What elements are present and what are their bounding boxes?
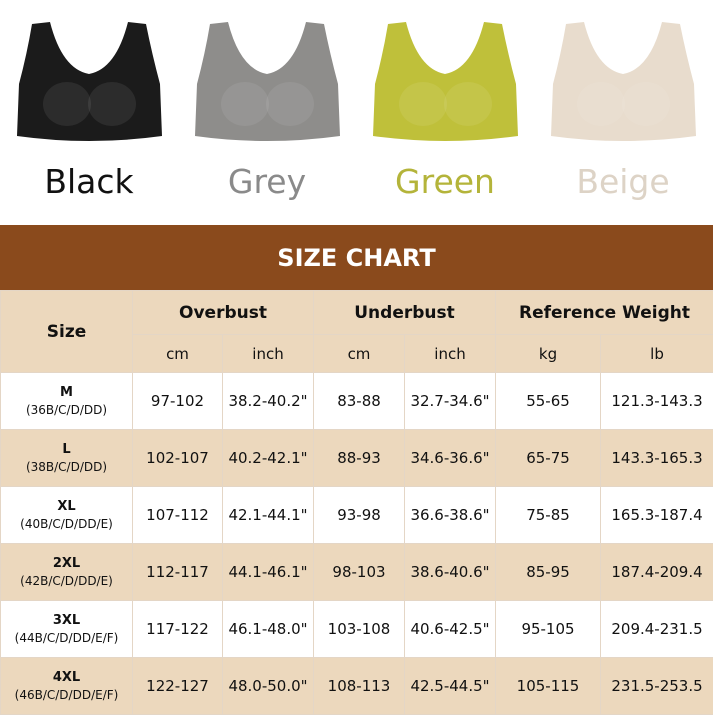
value-cell: 95-105 [496,601,601,658]
size-label: L [1,442,132,457]
bra-image [12,14,167,154]
value-cell: 121.3-143.3 [601,373,713,430]
cup-sizes: (44B/C/D/DD/E/F) [15,631,119,645]
cup-sizes: (46B/C/D/DD/E/F) [15,688,119,702]
size-cell: XL (40B/C/D/DD/E) [1,487,133,544]
value-cell: 34.6-36.6" [405,430,496,487]
bra-image [190,14,345,154]
color-label: Green [356,162,534,201]
value-cell: 40.2-42.1" [223,430,314,487]
value-cell: 143.3-165.3 [601,430,713,487]
value-cell: 107-112 [133,487,223,544]
bra-image [546,14,701,154]
size-label: XL [1,499,132,514]
value-cell: 55-65 [496,373,601,430]
value-cell: 85-95 [496,544,601,601]
color-options: Black Grey Green Beige [0,0,713,225]
size-label: 4XL [1,670,132,685]
value-cell: 38.2-40.2" [223,373,314,430]
header-underbust: Underbust [314,291,496,335]
size-cell: 2XL (42B/C/D/DD/E) [1,544,133,601]
header-reference-weight: Reference Weight [496,291,713,335]
value-cell: 42.5-44.5" [405,658,496,715]
cup-sizes: (36B/C/D/DD) [26,403,107,417]
size-chart-title: SIZE CHART [0,225,713,290]
header-size: Size [1,291,133,373]
color-option[interactable]: Green [356,0,534,225]
value-cell: 83-88 [314,373,405,430]
color-label: Black [0,162,178,201]
size-cell: L (38B/C/D/DD) [1,430,133,487]
value-cell: 103-108 [314,601,405,658]
size-cell: 3XL (44B/C/D/DD/E/F) [1,601,133,658]
value-cell: 117-122 [133,601,223,658]
value-cell: 93-98 [314,487,405,544]
unit-header: inch [223,335,314,373]
value-cell: 42.1-44.1" [223,487,314,544]
value-cell: 36.6-38.6" [405,487,496,544]
color-option[interactable]: Beige [534,0,712,225]
value-cell: 44.1-46.1" [223,544,314,601]
unit-header: cm [314,335,405,373]
color-option[interactable]: Black [0,0,178,225]
value-cell: 231.5-253.5 [601,658,713,715]
value-cell: 187.4-209.4 [601,544,713,601]
value-cell: 209.4-231.5 [601,601,713,658]
unit-header: lb [601,335,713,373]
color-option[interactable]: Grey [178,0,356,225]
unit-header: inch [405,335,496,373]
value-cell: 88-93 [314,430,405,487]
value-cell: 32.7-34.6" [405,373,496,430]
size-cell: 4XL (46B/C/D/DD/E/F) [1,658,133,715]
color-label: Grey [178,162,356,201]
value-cell: 102-107 [133,430,223,487]
cup-sizes: (40B/C/D/DD/E) [20,517,113,531]
value-cell: 98-103 [314,544,405,601]
size-label: 3XL [1,613,132,628]
value-cell: 112-117 [133,544,223,601]
size-label: 2XL [1,556,132,571]
value-cell: 46.1-48.0" [223,601,314,658]
value-cell: 38.6-40.6" [405,544,496,601]
bra-image [368,14,523,154]
value-cell: 105-115 [496,658,601,715]
value-cell: 75-85 [496,487,601,544]
value-cell: 40.6-42.5" [405,601,496,658]
value-cell: 97-102 [133,373,223,430]
header-overbust: Overbust [133,291,314,335]
value-cell: 65-75 [496,430,601,487]
unit-header: kg [496,335,601,373]
size-cell: M (36B/C/D/DD) [1,373,133,430]
color-label: Beige [534,162,712,201]
cup-sizes: (38B/C/D/DD) [26,460,107,474]
value-cell: 108-113 [314,658,405,715]
size-label: M [1,385,132,400]
value-cell: 165.3-187.4 [601,487,713,544]
cup-sizes: (42B/C/D/DD/E) [20,574,113,588]
size-chart-table: Size Overbust Underbust Reference Weight… [0,290,713,715]
value-cell: 122-127 [133,658,223,715]
value-cell: 48.0-50.0" [223,658,314,715]
unit-header: cm [133,335,223,373]
